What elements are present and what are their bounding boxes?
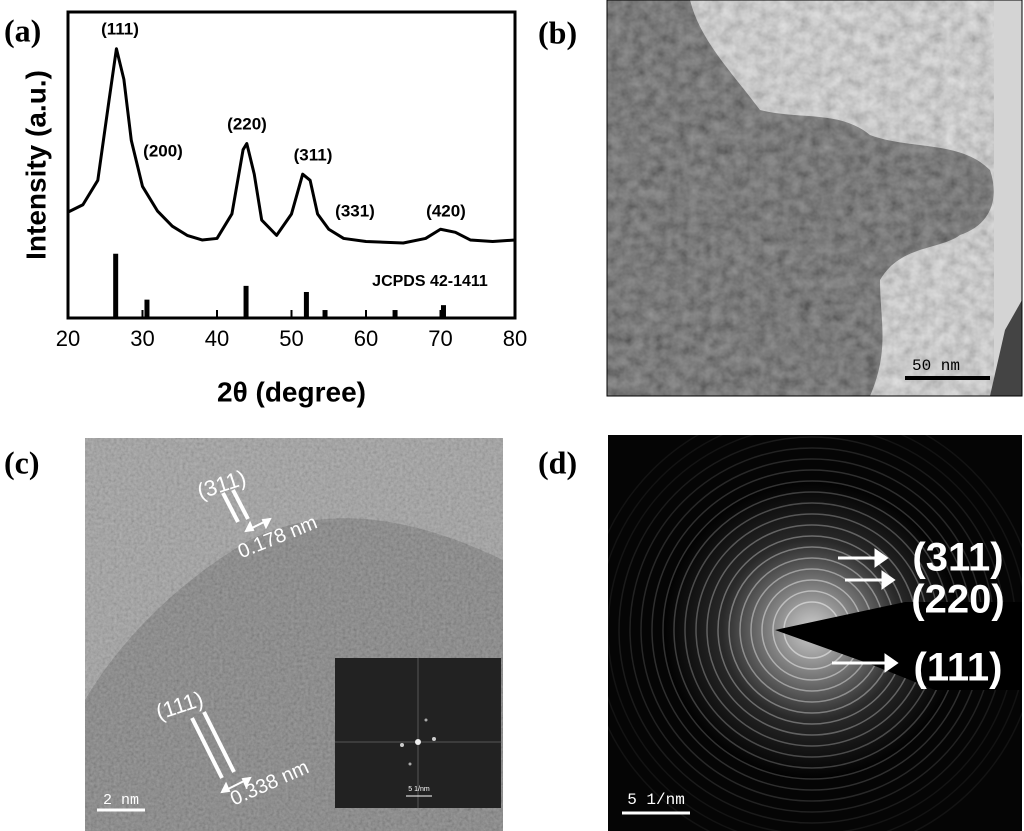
fft-spot (408, 762, 412, 766)
texture (607, 0, 994, 396)
reference-bar (392, 310, 398, 318)
panel-label: (d) (538, 444, 577, 480)
x-tick-label: 60 (354, 326, 378, 351)
panel-label: (a) (4, 12, 41, 48)
reference-bar (113, 253, 119, 318)
peak-label: (111) (101, 19, 139, 38)
y-axis-label: Intensity (a.u.) (20, 70, 51, 260)
peak-label: (311) (294, 145, 333, 164)
fft-spot (432, 737, 436, 741)
x-tick-label: 20 (56, 326, 80, 351)
reference-bar (303, 291, 309, 318)
x-tick-label: 80 (503, 326, 527, 351)
peak-label: (220) (227, 114, 267, 133)
scale-bar-label: 5 1/nm (627, 791, 685, 809)
fft-spot (415, 739, 421, 745)
reference-label: JCPDS 42-1411 (372, 273, 488, 290)
peak-label: (200) (143, 141, 183, 160)
plot-frame (66, 10, 517, 320)
xrd-curve (67, 47, 516, 245)
reference-bar (322, 310, 328, 318)
spacing-arrow (220, 517, 272, 794)
peak-label: (331) (335, 201, 375, 220)
particle-edge (990, 300, 1022, 396)
ring-label: (311) (912, 536, 1003, 580)
x-axis-label: 2θ (degree) (217, 376, 366, 407)
reference-bar (243, 285, 249, 318)
scale-bar-label: 50 nm (912, 357, 960, 375)
panel-label: (c) (4, 444, 40, 480)
beam-stopper (775, 602, 1022, 690)
ring-label: (111) (914, 646, 1003, 690)
hrtem-image: 5 1/nm (311) 0.178 nm (111) 0.338 nm 2 n… (85, 438, 503, 831)
reference-bar (144, 299, 150, 318)
frame (606, 0, 1023, 397)
scale-bar-label: 2 nm (103, 792, 139, 809)
inset-scale-label: 5 1/nm (408, 786, 430, 793)
lattice-marker (190, 489, 250, 779)
ring-arrow (832, 548, 899, 673)
panel-label: (b) (538, 14, 577, 50)
xrd-chart: 20 30 40 50 60 70 80 2θ (degree) Intensity (a.u.… (20, 10, 527, 407)
saed-pattern: (311) (220) (111) 5 1/nm (608, 435, 1022, 831)
peak-label: (420) (426, 201, 466, 220)
tem-image: 50 nm (607, 0, 1022, 396)
x-tick-label: 70 (428, 326, 452, 351)
ring-label: (220) (911, 578, 1004, 622)
x-tick-label: 30 (130, 326, 154, 351)
reference-bar (440, 305, 446, 318)
x-tick-label: 40 (205, 326, 229, 351)
x-tick-label: 50 (279, 326, 303, 351)
fft-spot (400, 743, 404, 747)
fft-spot (424, 718, 428, 722)
